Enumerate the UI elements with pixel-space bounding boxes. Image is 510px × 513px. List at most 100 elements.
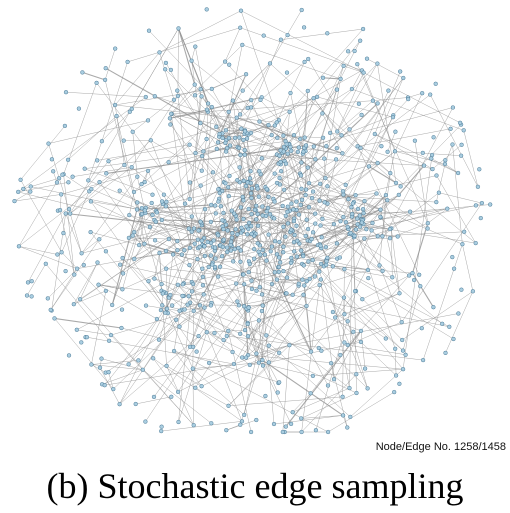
graph-edge bbox=[193, 227, 242, 312]
graph-node bbox=[74, 266, 80, 271]
graph-node bbox=[176, 26, 181, 31]
graph-node bbox=[238, 152, 243, 158]
graph-edge bbox=[326, 261, 450, 328]
graph-node bbox=[180, 293, 185, 299]
graph-node bbox=[217, 190, 222, 196]
graph-node bbox=[246, 305, 251, 310]
graph-node bbox=[224, 428, 229, 433]
graph-edge bbox=[170, 124, 223, 192]
graph-node bbox=[71, 302, 76, 307]
graph-edge bbox=[61, 134, 272, 195]
graph-node bbox=[287, 343, 292, 348]
graph-node bbox=[383, 336, 388, 341]
graph-node bbox=[479, 200, 485, 206]
graph-node bbox=[339, 133, 344, 138]
graph-node bbox=[249, 223, 254, 229]
graph-edge bbox=[320, 77, 404, 184]
graph-node bbox=[140, 367, 145, 372]
graph-node bbox=[192, 82, 197, 87]
graph-node bbox=[212, 264, 218, 270]
graph-node bbox=[143, 303, 149, 308]
graph-node bbox=[254, 417, 259, 423]
graph-edge bbox=[254, 244, 318, 250]
graph-node bbox=[56, 176, 62, 181]
graph-node bbox=[235, 299, 240, 304]
graph-node bbox=[285, 32, 290, 38]
graph-edge bbox=[150, 140, 228, 337]
graph-node bbox=[18, 177, 23, 182]
graph-node bbox=[186, 226, 191, 231]
graph-node bbox=[285, 221, 291, 226]
graph-node bbox=[330, 264, 335, 269]
graph-edge bbox=[163, 194, 190, 266]
graph-node bbox=[234, 281, 239, 286]
graph-node bbox=[117, 188, 122, 193]
graph-node bbox=[216, 199, 221, 204]
graph-node bbox=[175, 88, 180, 93]
graph-node bbox=[139, 181, 144, 187]
graph-node bbox=[455, 170, 461, 176]
graph-node bbox=[182, 307, 187, 312]
graph-edge bbox=[192, 368, 245, 416]
graph-edge bbox=[282, 345, 290, 433]
graph-edge bbox=[357, 128, 451, 147]
graph-edge bbox=[201, 96, 227, 131]
graph-node bbox=[361, 210, 366, 216]
graph-edge bbox=[305, 107, 453, 148]
graph-node bbox=[440, 321, 445, 326]
graph-node bbox=[418, 284, 423, 289]
graph-edge bbox=[301, 374, 357, 433]
graph-node bbox=[429, 156, 434, 161]
graph-node bbox=[113, 46, 118, 51]
graph-node bbox=[157, 250, 162, 256]
graph-node bbox=[340, 151, 345, 156]
graph-node bbox=[117, 262, 123, 267]
graph-node bbox=[477, 167, 482, 172]
graph-edge bbox=[202, 106, 213, 246]
graph-node bbox=[291, 207, 296, 212]
graph-edge bbox=[302, 65, 344, 154]
graph-edge bbox=[351, 70, 363, 90]
graph-node bbox=[355, 62, 360, 67]
graph-edge bbox=[273, 415, 344, 425]
graph-node bbox=[372, 131, 377, 137]
graph-node bbox=[60, 172, 65, 177]
graph-edge bbox=[261, 310, 290, 346]
graph-edge bbox=[290, 150, 307, 190]
graph-edge bbox=[364, 200, 392, 229]
graph-node bbox=[309, 236, 314, 242]
graph-node bbox=[208, 240, 214, 246]
graph-edge bbox=[166, 365, 202, 387]
graph-node bbox=[166, 160, 171, 165]
graph-node bbox=[488, 202, 493, 207]
graph-edge bbox=[70, 167, 132, 214]
graph-edge bbox=[232, 100, 241, 115]
graph-node bbox=[350, 201, 355, 206]
graph-node bbox=[365, 267, 371, 273]
graph-edge bbox=[133, 155, 203, 193]
graph-node bbox=[291, 132, 297, 138]
graph-node bbox=[412, 138, 418, 143]
graph-node bbox=[301, 25, 307, 30]
graph-node bbox=[318, 223, 323, 228]
nodes bbox=[12, 7, 493, 435]
graph-node bbox=[334, 87, 340, 92]
graph-edge bbox=[201, 90, 243, 157]
graph-edge bbox=[262, 206, 364, 214]
graph-node bbox=[220, 135, 225, 141]
graph-node bbox=[456, 311, 461, 316]
graph-node bbox=[99, 139, 105, 144]
graph-node bbox=[451, 266, 457, 271]
graph-edge bbox=[241, 240, 308, 358]
graph-edge bbox=[225, 130, 245, 151]
graph-node bbox=[378, 207, 383, 212]
graph-edge bbox=[258, 362, 313, 377]
graph-node bbox=[255, 241, 260, 246]
graph-node bbox=[249, 286, 255, 292]
graph-edge bbox=[114, 52, 160, 106]
graph-edge bbox=[195, 152, 226, 184]
graph-edge bbox=[101, 358, 143, 371]
graph-node bbox=[308, 349, 314, 354]
graph-node bbox=[267, 61, 273, 66]
graph-node bbox=[295, 238, 300, 243]
